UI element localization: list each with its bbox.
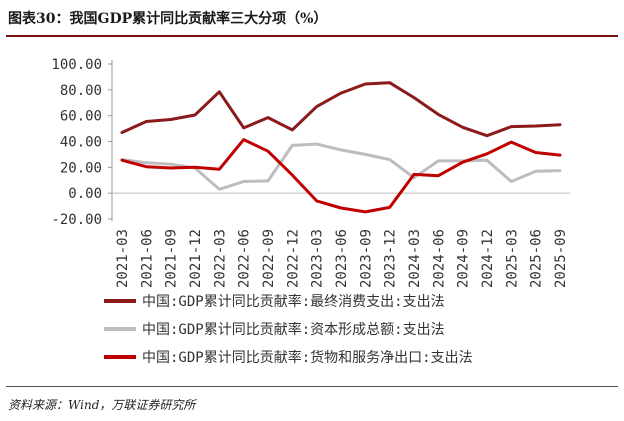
chart-title: 图表30：我国GDP累计同比贡献率三大分项（%） <box>8 11 328 27</box>
y-tick-label: 20.00 <box>60 160 102 176</box>
x-tick-label: 2023-12 <box>383 229 399 288</box>
x-tick-label: 2023-09 <box>358 229 374 288</box>
x-tick-label: 2021-06 <box>139 229 155 288</box>
x-tick-label: 2024-06 <box>431 229 447 288</box>
y-tick-label: 0.00 <box>68 186 102 202</box>
series-lines <box>120 81 562 214</box>
x-tick-label: 2025-09 <box>553 229 569 288</box>
legend-label-1: 中国:GDP累计同比贡献率:资本形成总额:支出法 <box>142 321 445 338</box>
x-tick-label: 2024-09 <box>456 229 472 288</box>
x-tick-label: 2022-06 <box>237 229 253 288</box>
x-tick-label: 2022-03 <box>212 229 228 288</box>
x-tick-label: 2025-03 <box>504 229 520 288</box>
x-tick-label: 2021-03 <box>115 229 131 288</box>
x-tick-label: 2021-09 <box>164 229 180 288</box>
series-line-2 <box>120 138 562 214</box>
y-tick-label: -20.00 <box>51 212 102 228</box>
chart-area: 100.00 80.00 60.00 40.00 20.00 0.00 -20.00 202… <box>51 57 570 366</box>
series-line-0 <box>120 81 562 138</box>
footer-rule <box>6 386 618 387</box>
x-tick-label: 2023-03 <box>310 229 326 288</box>
source-note: 资料来源：Wind，万联证券研究所 <box>8 398 196 412</box>
y-tick-label: 40.00 <box>60 135 102 151</box>
legend: 中国:GDP累计同比贡献率:最终消费支出:支出法中国:GDP累计同比贡献率:资本… <box>104 293 473 366</box>
x-tick-label: 2022-12 <box>285 229 301 288</box>
x-tick-label: 2022-09 <box>261 229 277 288</box>
legend-label-0: 中国:GDP累计同比贡献率:最终消费支出:支出法 <box>142 293 445 310</box>
x-tick-label: 2023-06 <box>334 229 350 288</box>
y-tick-labels: 100.00 80.00 60.00 40.00 20.00 0.00 -20.00 <box>51 57 102 228</box>
x-tick-label: 2024-03 <box>407 229 423 288</box>
x-tick-label: 2024-12 <box>480 229 496 288</box>
x-tick-label: 2025-06 <box>529 229 545 288</box>
y-tick-label: 60.00 <box>60 109 102 125</box>
title-rule <box>6 35 618 37</box>
y-tick-label: 80.00 <box>60 83 102 99</box>
legend-label-2: 中国:GDP累计同比贡献率:货物和服务净出口:支出法 <box>142 349 473 366</box>
x-tick-labels: 2021-03 2021-06 2021-09 2021-12 2022-03 2022-… <box>115 229 569 288</box>
axes <box>108 60 570 221</box>
x-tick-label: 2021-12 <box>188 229 204 288</box>
y-tick-label: 100.00 <box>51 57 102 73</box>
